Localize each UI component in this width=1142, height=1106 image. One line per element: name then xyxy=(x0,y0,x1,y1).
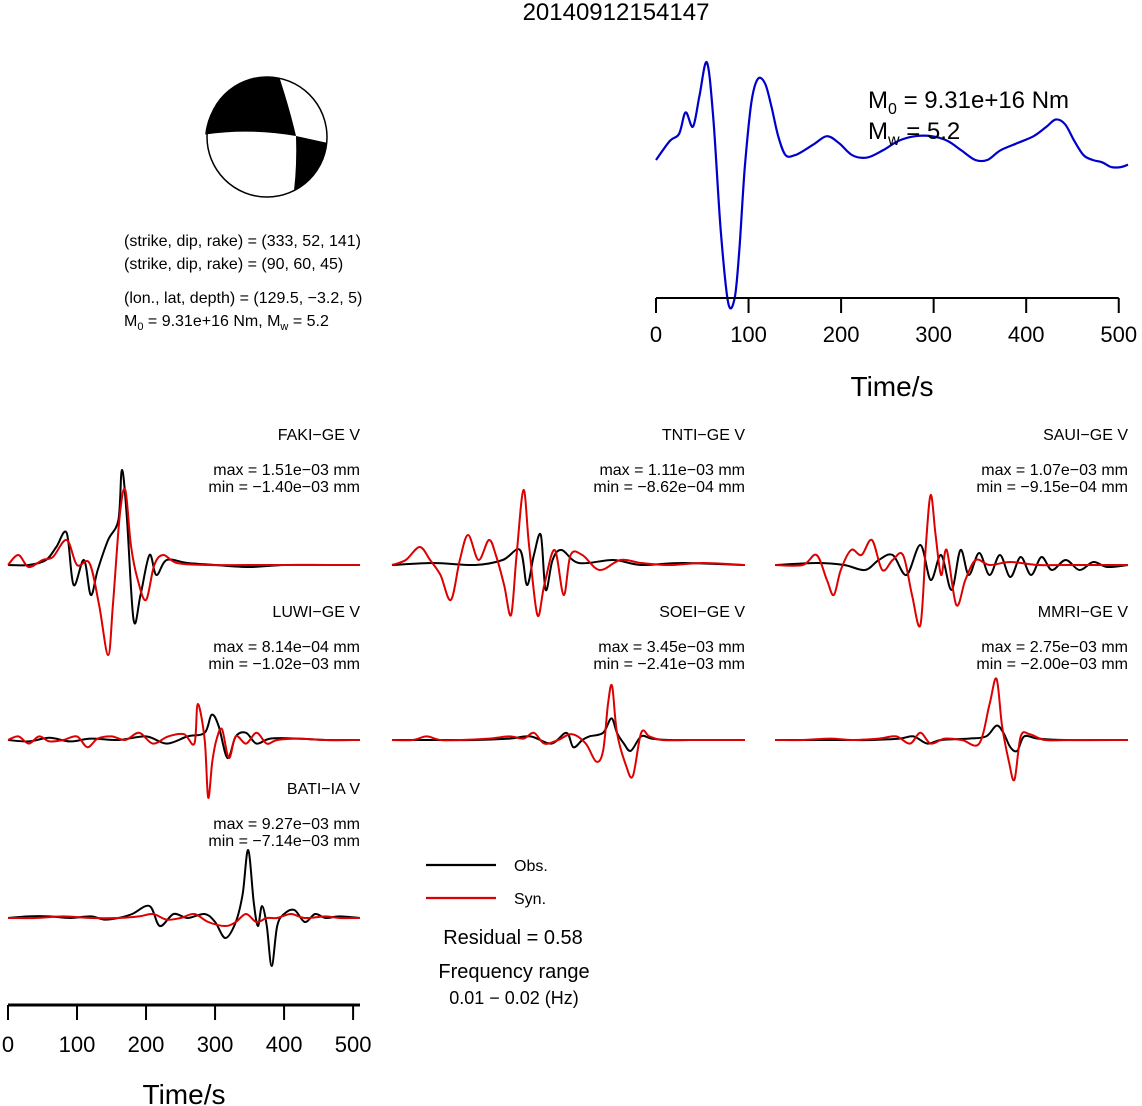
stf-x-tick-label: 200 xyxy=(823,322,860,347)
station-label: FAKI−GE V xyxy=(278,427,361,444)
observed-trace xyxy=(391,717,745,752)
station-min: min = −2.41e−03 mm xyxy=(593,656,745,673)
station-label: TNTI−GE V xyxy=(662,427,745,444)
stf-x-tick-label: 500 xyxy=(1100,322,1137,347)
waveform-x-tick-label: 0 xyxy=(2,1032,14,1057)
observed-trace xyxy=(7,713,361,760)
station-max: max = 9.27e−03 mm xyxy=(213,816,360,833)
waveform-x-axis-label: Time/s xyxy=(143,1079,226,1106)
stf-series-line xyxy=(655,61,1129,310)
figure-title: 20140912154147 xyxy=(523,0,710,26)
station-min: min = −2.00e−03 mm xyxy=(976,656,1128,673)
stf-moment-label: M0 = 9.31e+16 Nm xyxy=(868,87,1069,118)
moment-magnitude-line: M0 = 9.31e+16 Nm, Mw = 5.2 xyxy=(124,313,329,333)
waveform-x-tick-label: 100 xyxy=(59,1032,96,1057)
station-label: SAUI−GE V xyxy=(1043,427,1128,444)
beachball-compressional-quadrant-1 xyxy=(205,77,296,136)
stf-x-axis-label: Time/s xyxy=(851,371,934,402)
station-max: max = 2.75e−03 mm xyxy=(981,639,1128,656)
station-min: min = −8.62e−04 mm xyxy=(593,479,745,496)
waveform-x-tick-label: 500 xyxy=(335,1032,372,1057)
synthetic-trace xyxy=(391,488,746,618)
stf-magnitude-label: Mw = 5.2 xyxy=(868,118,960,149)
waveform-x-axis: 0 100 200 300 400 500 xyxy=(2,1003,372,1057)
mechanism-text: (strike, dip, rake) = (333, 52, 141) (st… xyxy=(124,233,362,333)
station-min: min = −1.02e−03 mm xyxy=(208,656,360,673)
synthetic-trace xyxy=(774,677,1128,782)
synthetic-trace xyxy=(391,683,745,779)
station-max: max = 8.14e−04 mm xyxy=(213,639,360,656)
synthetic-trace xyxy=(774,493,1128,628)
stf-x-tick-label: 100 xyxy=(730,322,767,347)
hypocenter-location: (lon., lat, depth) = (129.5, −3.2, 5) xyxy=(124,290,362,307)
station-label: LUWI−GE V xyxy=(272,604,360,621)
stf-panel: M0 = 9.31e+16 Nm Mw = 5.2 0 100 200 300 400 5… xyxy=(650,61,1137,402)
station-min: min = −7.14e−03 mm xyxy=(208,833,360,850)
stf-x-tick-label: 300 xyxy=(915,322,952,347)
legend: Obs. Syn. Residual = 0.58 Frequency rang… xyxy=(426,858,590,1008)
station-label: SOEI−GE V xyxy=(659,604,745,621)
residual-label: Residual = 0.58 xyxy=(443,927,583,949)
station-min: min = −9.15e−04 mm xyxy=(976,479,1128,496)
station-max: max = 1.51e−03 mm xyxy=(213,462,360,479)
synthetic-trace xyxy=(7,912,361,928)
synthetic-trace xyxy=(7,702,361,799)
stf-x-axis: 0 100 200 300 400 500 xyxy=(650,297,1137,347)
station-max: max = 1.11e−03 mm xyxy=(599,462,745,479)
station-max: max = 1.07e−03 mm xyxy=(981,462,1128,479)
legend-obs-label: Obs. xyxy=(514,858,548,875)
observed-trace xyxy=(391,532,746,592)
beachball xyxy=(205,76,328,198)
stf-x-tick-label: 0 xyxy=(650,322,662,347)
station-label: MMRI−GE V xyxy=(1038,604,1129,621)
frequency-range-value: 0.01 − 0.02 (Hz) xyxy=(449,988,579,1008)
station-min: min = −1.40e−03 mm xyxy=(208,479,360,496)
synthetic-trace xyxy=(7,487,360,657)
legend-syn-label: Syn. xyxy=(514,891,546,908)
stf-x-tick-label: 400 xyxy=(1008,322,1045,347)
nodal-plane-1: (strike, dip, rake) = (333, 52, 141) xyxy=(124,233,361,250)
station-max: max = 3.45e−03 mm xyxy=(598,639,745,656)
frequency-range-title: Frequency range xyxy=(438,961,589,983)
observed-trace xyxy=(774,543,1129,592)
observed-trace xyxy=(7,848,361,968)
waveform-x-tick-label: 300 xyxy=(197,1032,234,1057)
waveform-x-tick-label: 200 xyxy=(128,1032,165,1057)
nodal-plane-2: (strike, dip, rake) = (90, 60, 45) xyxy=(124,256,343,273)
station-label: BATI−IA V xyxy=(287,781,360,798)
beachball-compressional-quadrant-2 xyxy=(294,136,327,191)
waveform-x-tick-label: 400 xyxy=(266,1032,303,1057)
